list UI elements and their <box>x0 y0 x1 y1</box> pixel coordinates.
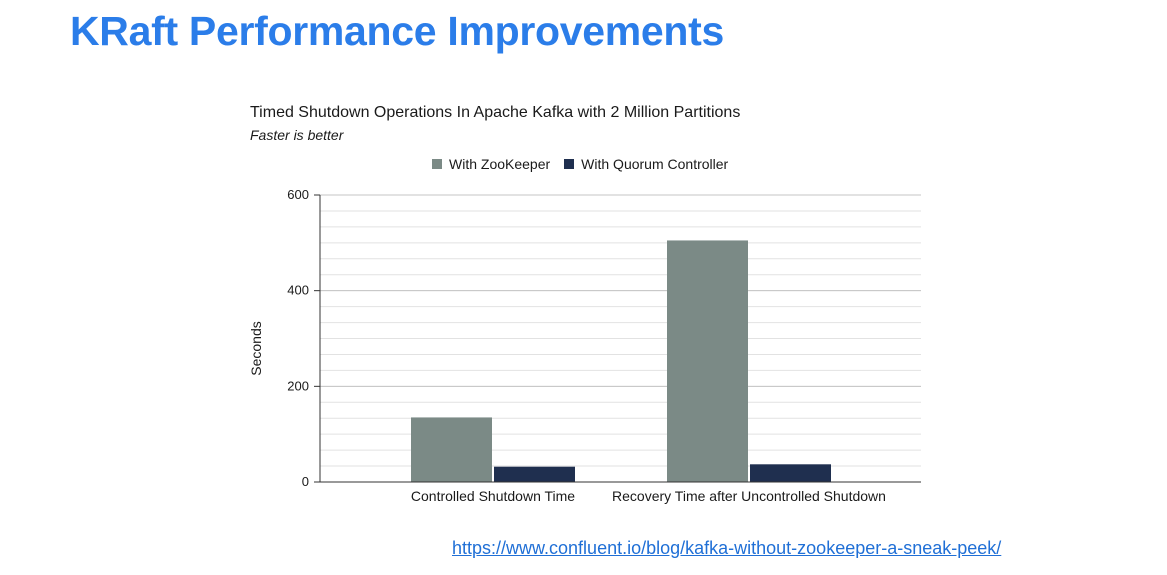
bar-quorum <box>750 464 831 482</box>
legend-item-quorum: With Quorum Controller <box>564 156 728 172</box>
y-tick-label: 600 <box>287 187 309 202</box>
y-axis-label: Seconds <box>248 321 264 375</box>
bar-zookeeper <box>667 240 748 482</box>
chart-title: Timed Shutdown Operations In Apache Kafk… <box>250 104 741 121</box>
chart-subtitle: Faster is better <box>250 127 344 143</box>
source-link[interactable]: https://www.confluent.io/blog/kafka-with… <box>452 538 1002 558</box>
bar-quorum <box>494 466 575 482</box>
y-tick-label: 400 <box>287 283 309 298</box>
legend-swatch-quorum <box>564 159 575 169</box>
chart-legend: With ZooKeeper With Quorum Controller <box>432 156 742 172</box>
legend-swatch-zookeeper <box>432 159 442 169</box>
legend-label-quorum: With Quorum Controller <box>581 156 729 172</box>
x-tick-label: Controlled Shutdown Time <box>411 488 575 504</box>
legend-item-zookeeper: With ZooKeeper <box>432 156 550 172</box>
y-tick-label: 0 <box>302 474 309 489</box>
bar-zookeeper <box>411 417 492 482</box>
legend-label-zookeeper: With ZooKeeper <box>449 156 551 172</box>
y-tick-label: 200 <box>287 378 309 393</box>
slide-title: KRaft Performance Improvements <box>70 8 725 54</box>
x-tick-label: Recovery Time after Uncontrolled Shutdow… <box>612 488 886 504</box>
